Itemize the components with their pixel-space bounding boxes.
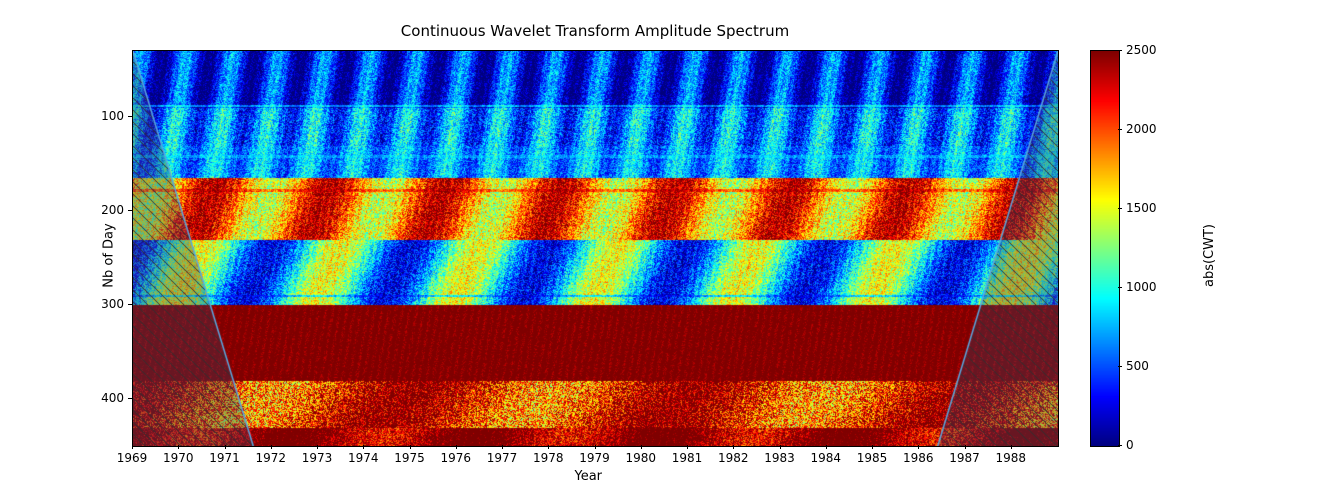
y-tick-mark — [128, 304, 132, 305]
cbar-tick-label: 1500 — [1126, 201, 1157, 215]
cbar-tick-mark — [1118, 445, 1122, 446]
x-tick-label: 1987 — [949, 451, 980, 465]
x-tick-mark — [456, 445, 457, 449]
x-tick-label: 1971 — [209, 451, 240, 465]
cbar-tick-mark — [1118, 50, 1122, 51]
x-tick-mark — [595, 445, 596, 449]
cbar-tick-label: 2000 — [1126, 122, 1157, 136]
x-tick-mark — [410, 445, 411, 449]
x-axis-label: Year — [575, 469, 603, 484]
x-tick-label: 1972 — [255, 451, 286, 465]
cbar-tick-mark — [1118, 208, 1122, 209]
x-tick-mark — [548, 445, 549, 449]
x-tick-mark — [687, 445, 688, 449]
cbar-tick-mark — [1118, 366, 1122, 367]
cbar-tick-label: 0 — [1126, 438, 1134, 452]
x-tick-label: 1976 — [440, 451, 471, 465]
colorbar-canvas — [1090, 50, 1120, 447]
x-tick-mark — [780, 445, 781, 449]
x-tick-mark — [502, 445, 503, 449]
colorbar-label: abs(CWT) — [1202, 223, 1217, 286]
cbar-tick-label: 1000 — [1126, 280, 1157, 294]
y-axis-label: Nb of Day — [102, 223, 117, 287]
x-tick-mark — [872, 445, 873, 449]
y-tick-label: 300 — [96, 297, 124, 311]
x-tick-mark — [132, 445, 133, 449]
y-tick-label: 400 — [96, 391, 124, 405]
y-tick-mark — [128, 210, 132, 211]
x-tick-label: 1973 — [302, 451, 333, 465]
x-tick-mark — [317, 445, 318, 449]
cbar-tick-mark — [1118, 287, 1122, 288]
x-tick-label: 1982 — [718, 451, 749, 465]
heatmap-canvas — [132, 50, 1059, 447]
x-tick-label: 1969 — [117, 451, 148, 465]
x-tick-mark — [225, 445, 226, 449]
x-tick-label: 1985 — [857, 451, 888, 465]
x-tick-label: 1979 — [579, 451, 610, 465]
x-tick-label: 1978 — [533, 451, 564, 465]
x-tick-label: 1970 — [163, 451, 194, 465]
x-tick-label: 1980 — [625, 451, 656, 465]
x-tick-mark — [178, 445, 179, 449]
cbar-tick-label: 500 — [1126, 359, 1149, 373]
x-tick-label: 1984 — [810, 451, 841, 465]
cbar-tick-label: 2500 — [1126, 43, 1157, 57]
x-tick-mark — [826, 445, 827, 449]
x-tick-label: 1988 — [995, 451, 1026, 465]
y-tick-mark — [128, 398, 132, 399]
x-tick-mark — [965, 445, 966, 449]
y-tick-label: 100 — [96, 109, 124, 123]
x-tick-label: 1983 — [764, 451, 795, 465]
x-tick-mark — [733, 445, 734, 449]
x-tick-mark — [641, 445, 642, 449]
y-tick-label: 200 — [96, 203, 124, 217]
cbar-tick-mark — [1118, 129, 1122, 130]
x-tick-mark — [1011, 445, 1012, 449]
x-tick-label: 1975 — [394, 451, 425, 465]
y-tick-mark — [128, 116, 132, 117]
x-tick-label: 1974 — [348, 451, 379, 465]
x-tick-mark — [271, 445, 272, 449]
x-tick-mark — [363, 445, 364, 449]
x-tick-label: 1981 — [672, 451, 703, 465]
chart-title: Continuous Wavelet Transform Amplitude S… — [0, 22, 1190, 40]
x-tick-mark — [918, 445, 919, 449]
x-tick-label: 1977 — [487, 451, 518, 465]
x-tick-label: 1986 — [903, 451, 934, 465]
